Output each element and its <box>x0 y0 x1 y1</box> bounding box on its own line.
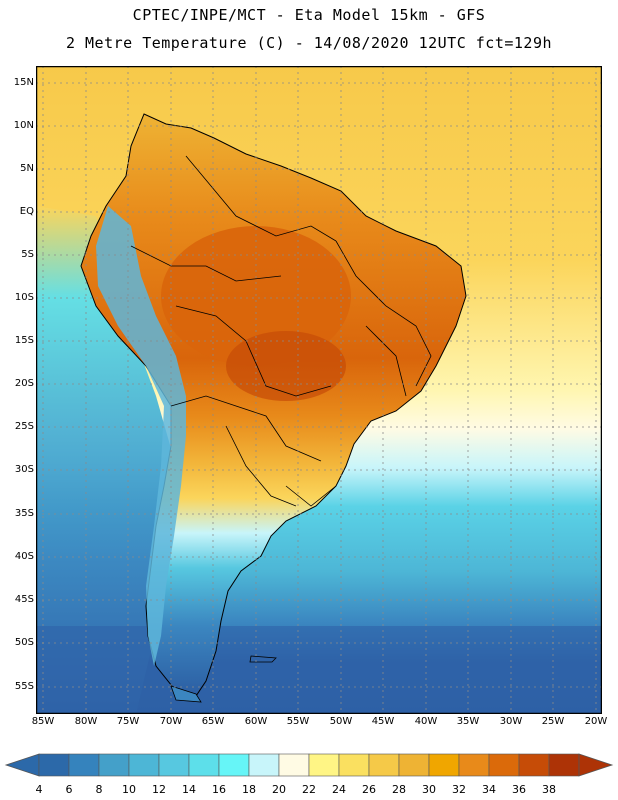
lon-label-75w: 75W <box>116 716 140 727</box>
colorbar <box>4 753 614 777</box>
lon-label-70w: 70W <box>159 716 183 727</box>
colorbar-cell <box>218 753 250 777</box>
lon-label-50w: 50W <box>329 716 353 727</box>
lat-label-5s: 5S <box>21 249 34 260</box>
lon-label-55w: 55W <box>286 716 310 727</box>
lat-label-35s: 35S <box>14 508 34 519</box>
colorbar-cell <box>68 753 100 777</box>
colorbar-left-arrow <box>4 753 40 777</box>
lat-label-55s: 55S <box>14 681 34 692</box>
tierra-del-fuego <box>170 685 202 703</box>
colorbar-cell <box>368 753 400 777</box>
lat-label-30s: 30S <box>14 464 34 475</box>
lat-label-eq: EQ <box>19 206 34 217</box>
southern-ocean-field <box>36 626 602 714</box>
title-line-2: 2 Metre Temperature (C) - 14/08/2020 12U… <box>65 34 553 52</box>
falkland-islands <box>249 655 277 663</box>
colorbar-cell <box>518 753 550 777</box>
lon-label-65w: 65W <box>201 716 225 727</box>
lon-label-85w: 85W <box>31 716 55 727</box>
colorbar-tick-label: 30 <box>422 783 436 796</box>
temperature-map <box>36 66 602 714</box>
lat-label-10n: 10N <box>13 120 34 131</box>
pacific-field <box>36 206 176 714</box>
lat-label-45s: 45S <box>14 594 34 605</box>
colorbar-tick-label: 16 <box>212 783 226 796</box>
colorbar-tick-label: 4 <box>35 783 43 796</box>
lon-label-40w: 40W <box>414 716 438 727</box>
colorbar-cell <box>98 753 130 777</box>
colorbar-cell <box>278 753 310 777</box>
lat-label-25s: 25S <box>14 421 34 432</box>
colorbar-cell <box>38 753 70 777</box>
colorbar-tick-label: 32 <box>452 783 466 796</box>
colorbar-cell <box>188 753 220 777</box>
colorbar-tick-label: 20 <box>272 783 286 796</box>
colorbar-cell <box>428 753 460 777</box>
lat-label-15n: 15N <box>13 77 34 88</box>
lat-label-10s: 10S <box>14 292 34 303</box>
colorbar-cell <box>398 753 430 777</box>
colorbar-tick-label: 10 <box>122 783 136 796</box>
interior-hottest-zone <box>226 331 346 401</box>
colorbar-tick-label: 18 <box>242 783 256 796</box>
lat-label-15s: 15S <box>14 335 34 346</box>
lat-label-20s: 20S <box>14 378 34 389</box>
lon-label-35w: 35W <box>456 716 480 727</box>
colorbar-tick-label: 6 <box>65 783 73 796</box>
colorbar-cell <box>128 753 160 777</box>
colorbar-tick-label: 14 <box>182 783 196 796</box>
map-frame <box>36 66 602 714</box>
colorbar-tick-label: 22 <box>302 783 316 796</box>
lon-label-45w: 45W <box>371 716 395 727</box>
andes-cool-strip <box>96 206 186 666</box>
colorbar-right-arrow <box>578 753 614 777</box>
colorbar-tick-label: 26 <box>362 783 376 796</box>
lat-label-50s: 50S <box>14 637 34 648</box>
colorbar-cell <box>248 753 280 777</box>
colorbar-cell <box>308 753 340 777</box>
colorbar-cell <box>488 753 520 777</box>
colorbar-cell <box>548 753 580 777</box>
colorbar-cell <box>158 753 190 777</box>
lon-label-80w: 80W <box>74 716 98 727</box>
colorbar-cell <box>458 753 490 777</box>
lon-label-60w: 60W <box>244 716 268 727</box>
lat-label-5n: 5N <box>20 163 34 174</box>
colorbar-tick-label: 34 <box>482 783 496 796</box>
colorbar-tick-label: 12 <box>152 783 166 796</box>
title-line-1: CPTEC/INPE/MCT - Eta Model 15km - GFS <box>132 6 486 24</box>
colorbar-tick-label: 8 <box>95 783 103 796</box>
lon-label-20w: 20W <box>584 716 608 727</box>
lon-label-30w: 30W <box>499 716 523 727</box>
graticule <box>36 66 602 714</box>
lat-label-40s: 40S <box>14 551 34 562</box>
colorbar-tick-label: 24 <box>332 783 346 796</box>
colorbar-tick-label: 38 <box>542 783 556 796</box>
lon-label-25w: 25W <box>541 716 565 727</box>
colorbar-tick-label: 36 <box>512 783 526 796</box>
country-borders <box>130 155 432 507</box>
colorbar-cell <box>338 753 370 777</box>
colorbar-tick-label: 28 <box>392 783 406 796</box>
